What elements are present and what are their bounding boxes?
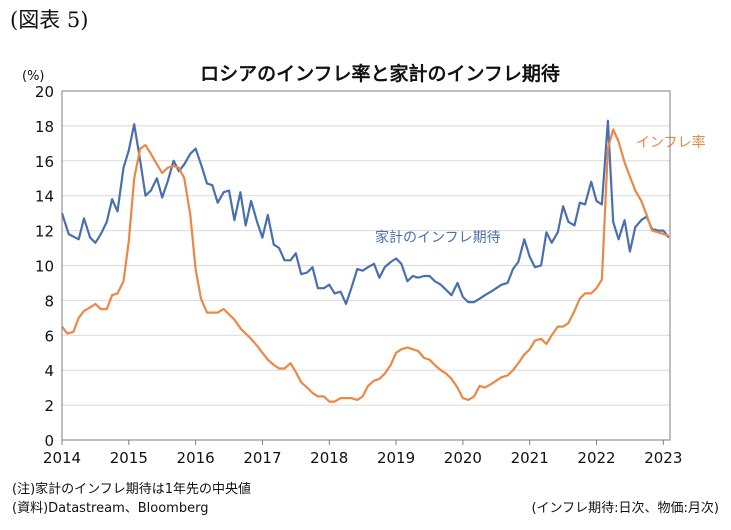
x-tick-label: 2015 xyxy=(110,449,148,467)
series-label-household-expectation: 家計のインフレ期待 xyxy=(375,229,501,246)
y-tick-label: 0 xyxy=(44,432,54,450)
x-axis-ticks: 2014 2015 2016 2017 2018 2019 2020 2021 2022 2023 xyxy=(43,440,682,467)
x-tick-label: 2023 xyxy=(644,449,682,467)
chart-title: ロシアのインフレ率と家計のインフレ期待 xyxy=(200,62,560,85)
y-tick-label: 10 xyxy=(35,258,54,276)
x-tick-label: 2014 xyxy=(43,449,81,467)
x-tick-label: 2021 xyxy=(511,449,549,467)
footnote: (注)家計のインフレ期待は1年先の中央値 xyxy=(12,482,252,497)
y-tick-label: 20 xyxy=(35,83,54,101)
series-line-inflation-rate xyxy=(61,128,670,403)
x-tick-label: 2018 xyxy=(310,449,348,467)
x-tick-label: 2020 xyxy=(444,449,482,467)
y-tick-label: 4 xyxy=(44,362,54,380)
x-tick-label: 2017 xyxy=(243,449,281,467)
source-note: (資料)Datastream、Bloomberg xyxy=(12,501,209,516)
line-chart: ロシアのインフレ率と家計のインフレ期待 (%) 0 2 4 6 8 10 12 14 16 18 2… xyxy=(22,62,706,467)
y-tick-label: 12 xyxy=(35,223,54,241)
y-tick-label: 16 xyxy=(35,153,54,171)
frequency-note: (インフレ期待:日次、物価:月次) xyxy=(531,501,719,516)
y-tick-label: 14 xyxy=(35,188,54,206)
plot-frame xyxy=(61,90,671,441)
y-tick-label: 2 xyxy=(44,397,54,415)
series-label-inflation-rate: インフレ率 xyxy=(636,134,706,151)
annotation-layer: 家計のインフレ期待 インフレ率 xyxy=(375,134,706,246)
x-tick-label: 2019 xyxy=(377,449,415,467)
x-tick-label: 2022 xyxy=(577,449,615,467)
y-tick-label: 8 xyxy=(44,292,54,310)
y-tick-label: 18 xyxy=(35,118,54,136)
y-tick-label: 6 xyxy=(44,327,54,345)
series-line-household-expectation xyxy=(60,119,670,305)
series-layer xyxy=(60,119,670,403)
x-tick-label: 2016 xyxy=(177,449,215,467)
y-axis-unit-label: (%) xyxy=(22,69,45,84)
y-axis-ticks: 0 2 4 6 8 10 12 14 16 18 20 xyxy=(35,83,54,450)
figure-label: (図表 5) xyxy=(10,8,89,32)
